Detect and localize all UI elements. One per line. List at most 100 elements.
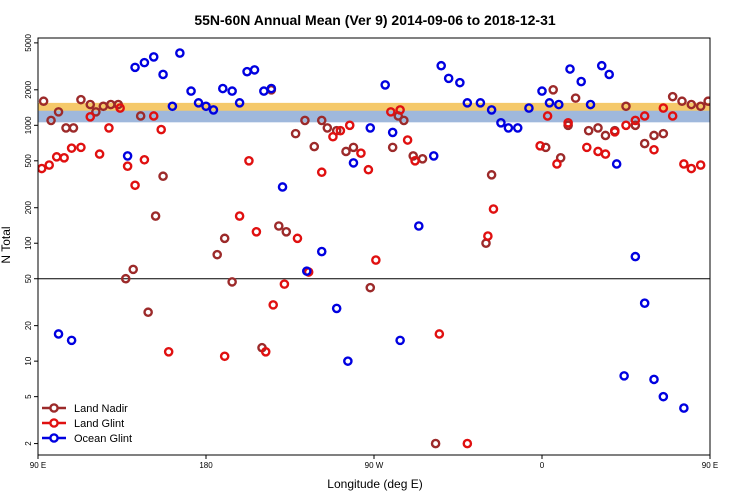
- land-nadir-point: [686, 99, 697, 110]
- ocean-glint-point: [565, 64, 575, 74]
- y-tick-label: 50: [24, 274, 33, 283]
- ocean-glint-point: [428, 151, 439, 161]
- ocean-glint-point: [496, 118, 506, 128]
- y-tick-label: 10: [24, 356, 33, 365]
- land-glint-point: [292, 233, 303, 244]
- land-nadir-point: [46, 115, 56, 126]
- land-glint-point: [695, 160, 706, 170]
- y-tick-label: 100: [24, 236, 33, 250]
- legend-item-land-nadir: Land Nadir: [42, 403, 128, 415]
- land-nadir-point: [68, 123, 79, 133]
- land-nadir-point: [540, 142, 551, 153]
- land-glint-point: [163, 347, 174, 357]
- land-nadir-point: [341, 146, 351, 157]
- ocean-glint-point: [658, 391, 669, 402]
- ocean-glint-point: [455, 77, 465, 88]
- ocean-glint-point: [186, 86, 196, 96]
- ocean-glint-point: [343, 356, 353, 366]
- land-nadir-point: [219, 233, 230, 244]
- land-glint-point: [610, 127, 620, 137]
- ocean-glint-point: [503, 123, 514, 133]
- ocean-glint-point: [486, 105, 497, 115]
- x-axis: 90 E 180 90 W 0 90 E: [30, 455, 718, 470]
- land-nadir-point: [667, 91, 678, 102]
- land-nadir-point: [76, 94, 86, 105]
- ocean-glint-point: [266, 83, 277, 94]
- ocean-glint-point: [413, 221, 424, 231]
- land-glint-point: [94, 149, 105, 159]
- ocean-glint-point: [585, 99, 596, 110]
- land-glint-point: [234, 211, 245, 221]
- land-nadir-point: [486, 170, 497, 180]
- land-glint-point: [667, 111, 678, 121]
- land-glint-point: [76, 142, 86, 153]
- y-tick-label: 2000: [24, 80, 33, 98]
- ocean-glint-point: [387, 127, 398, 138]
- ocean-glint-point: [53, 329, 64, 339]
- land-nadir-point: [593, 123, 603, 133]
- land-nadir-point: [408, 151, 419, 161]
- land-glint-point: [371, 255, 381, 265]
- x-axis-label: Longitude (deg E): [327, 477, 422, 491]
- land-glint-point: [139, 154, 150, 165]
- land-glint-point: [363, 164, 374, 175]
- land-nadir-point: [91, 107, 101, 117]
- ocean-glint-point: [576, 76, 587, 87]
- ocean-glint-point: [122, 151, 133, 161]
- land-nadir-point: [677, 96, 687, 107]
- land-nadir-point: [309, 141, 320, 152]
- land-glint-point: [639, 111, 650, 121]
- land-glint-point: [344, 120, 355, 131]
- land-glint-point: [621, 120, 631, 131]
- land-nadir-point: [348, 142, 359, 153]
- land-glint-point: [219, 351, 230, 362]
- land-glint-point: [462, 438, 473, 449]
- land-glint-point: [582, 142, 592, 153]
- land-nadir-point: [570, 93, 581, 103]
- land-glint-point: [542, 111, 553, 121]
- land-glint-point: [679, 159, 689, 169]
- y-axis-label: N Total: [0, 226, 13, 263]
- ocean-glint-point: [175, 48, 185, 58]
- ocean-glint-point: [316, 246, 327, 257]
- land-glint-point: [434, 329, 445, 339]
- x-tick-label: 90 W: [365, 461, 384, 470]
- ocean-glint-point: [443, 73, 454, 84]
- land-glint-point: [260, 347, 271, 357]
- ocean-glint-point: [524, 103, 534, 113]
- land-nadir-point: [630, 120, 641, 131]
- ocean-glint-point: [130, 62, 140, 73]
- land-glint-point: [410, 156, 420, 166]
- ocean-glint-point: [249, 65, 260, 75]
- land-glint-point: [535, 141, 545, 151]
- ocean-glint-point: [365, 123, 376, 133]
- land-glint-point: [483, 231, 493, 241]
- y-tick-label: 5000: [24, 33, 33, 51]
- ocean-glint-point: [139, 57, 150, 68]
- land-nadir-point: [695, 101, 706, 112]
- land-glint-point: [115, 103, 125, 113]
- land-glint-point: [488, 204, 499, 214]
- land-glint-point: [630, 115, 641, 126]
- land-nadir-point: [135, 111, 146, 121]
- land-nadir-point: [621, 101, 631, 112]
- land-nadir-point: [158, 171, 168, 182]
- ocean-glint-point: [596, 60, 607, 71]
- land-nadir-point: [290, 128, 301, 139]
- land-nadir-point: [150, 211, 161, 221]
- ocean-glint-point: [649, 374, 659, 385]
- ocean-glint-point: [639, 298, 650, 309]
- ocean-glint-point: [348, 158, 359, 168]
- y-tick-label: 200: [24, 201, 33, 215]
- land-nadir-point: [639, 138, 650, 149]
- land-nadir-point: [658, 128, 669, 139]
- ocean-glint-point: [395, 335, 405, 346]
- y-tick-label: 5: [24, 394, 33, 399]
- land-nadir-point: [53, 107, 64, 117]
- data-points: [38, 48, 710, 449]
- ocean-glint-point: [537, 86, 547, 96]
- land-nadir-point: [649, 130, 659, 141]
- land-nadir-point: [38, 96, 49, 107]
- land-nadir-point: [399, 115, 409, 126]
